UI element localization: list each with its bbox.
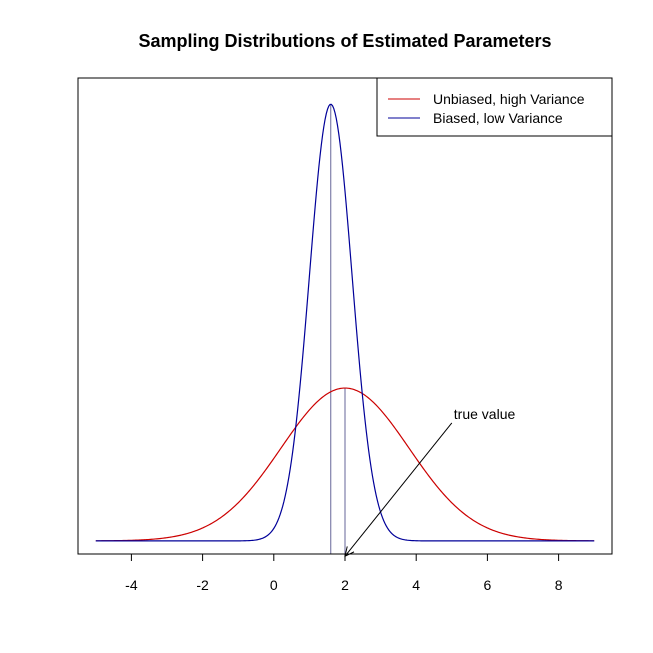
x-tick-label-5: 6 xyxy=(484,577,492,593)
x-tick-label-1: -2 xyxy=(196,577,209,593)
annotation-arrowhead xyxy=(344,546,355,558)
x-tick-label-2: 0 xyxy=(270,577,278,593)
legend-label-unbiased: Unbiased, high Variance xyxy=(433,91,585,107)
annotation-arrow xyxy=(344,422,453,557)
x-tick-label-3: 2 xyxy=(341,577,349,593)
legend: Unbiased, high Variance Biased, low Vari… xyxy=(376,77,613,137)
x-tick-label-0: -4 xyxy=(125,577,138,593)
series-layer xyxy=(95,103,595,542)
annotation: true value xyxy=(344,406,516,558)
x-tick-label-4: 4 xyxy=(412,577,420,593)
x-tick-label-6: 8 xyxy=(555,577,563,593)
series-line-1 xyxy=(95,103,595,542)
legend-label-biased: Biased, low Variance xyxy=(433,110,563,126)
annotation-label: true value xyxy=(454,406,516,422)
x-axis: -4 -2 0 2 4 6 8 xyxy=(125,553,563,593)
legend-box xyxy=(376,77,613,137)
series-line-0 xyxy=(95,387,595,542)
vline-layer xyxy=(330,104,346,554)
chart-title: Sampling Distributions of Estimated Para… xyxy=(138,31,551,51)
